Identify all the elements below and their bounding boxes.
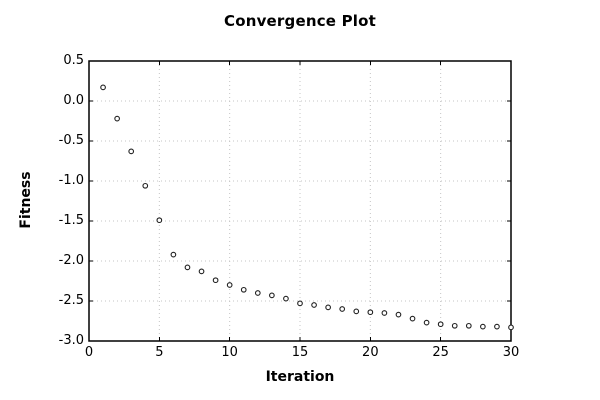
data-point — [480, 323, 486, 330]
data-point — [311, 302, 317, 308]
x-tick-label: 25 — [432, 345, 449, 360]
data-point — [142, 182, 149, 189]
x-tick-label: 10 — [221, 345, 238, 360]
data-point — [381, 310, 388, 316]
y-tick-label: -1.5 — [58, 213, 84, 228]
data-point — [156, 217, 163, 224]
x-tick-label: 20 — [362, 345, 379, 360]
y-tick-label: -0.5 — [58, 133, 84, 148]
x-tick-label: 30 — [502, 345, 520, 360]
data-point — [170, 251, 177, 258]
data-point — [297, 300, 303, 307]
y-tick-label: -2.5 — [58, 293, 84, 308]
data-point — [254, 290, 261, 296]
chart-title: Convergence Plot — [223, 12, 377, 30]
data-point — [269, 292, 275, 299]
data-point — [128, 148, 135, 155]
y-tick-label: -1.0 — [58, 173, 84, 188]
data-point — [114, 115, 120, 122]
x-tick-label: 0 — [84, 345, 94, 360]
y-tick-label: 0.0 — [63, 93, 84, 108]
data-point — [353, 308, 360, 315]
data-point — [198, 268, 205, 275]
data-point — [367, 309, 374, 316]
x-tick-label: 5 — [155, 345, 164, 360]
data-point — [184, 264, 191, 271]
data-point — [325, 304, 331, 311]
data-point — [409, 315, 416, 322]
data-point — [339, 306, 346, 312]
x-tick-label: 15 — [291, 345, 309, 360]
data-point — [437, 321, 444, 328]
data-point — [465, 322, 472, 329]
y-tick-label: -2.0 — [58, 253, 84, 268]
y-tick-label: -3.0 — [58, 333, 84, 348]
data-point — [451, 322, 458, 329]
data-point — [508, 324, 514, 331]
data-point — [494, 323, 500, 330]
data-point — [100, 84, 106, 91]
data-point — [226, 282, 233, 288]
data-point — [283, 295, 289, 302]
x-axis-label: Iteration — [265, 369, 335, 385]
data-point — [423, 319, 430, 326]
data-point — [395, 311, 402, 318]
data-point — [240, 286, 247, 293]
data-point — [212, 277, 219, 284]
y-tick-label: 0.5 — [63, 53, 84, 68]
